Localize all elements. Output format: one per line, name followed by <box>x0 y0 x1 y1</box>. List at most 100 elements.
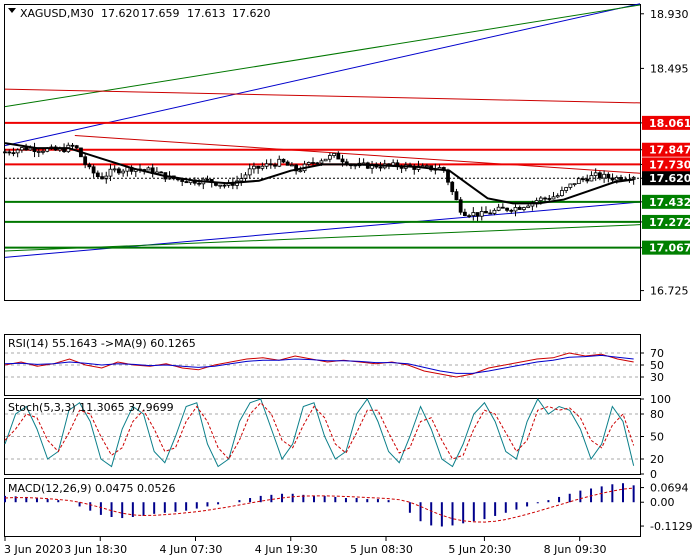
stoch-layer: 100 80 50 20 0 <box>4 393 671 481</box>
macd-panel-frame <box>4 478 641 537</box>
candle-body <box>19 147 24 151</box>
candle-body <box>327 155 332 160</box>
candle-body <box>273 164 277 167</box>
candle-body <box>505 207 509 211</box>
chart-menu-arrow-icon[interactable] <box>8 8 16 13</box>
candle-body <box>74 145 79 149</box>
symbol-title: XAGUSD,M30 <box>20 7 94 20</box>
macd-axis-label: 0.00 <box>650 496 675 509</box>
candle-body <box>458 199 463 213</box>
rsi-ma-line <box>4 354 634 374</box>
candle-body <box>564 187 569 191</box>
candle-body <box>585 178 590 182</box>
candle-body <box>323 158 328 162</box>
price-axis-label: 18.930 <box>650 8 689 21</box>
osc-axis-label: 100 <box>650 393 671 406</box>
support-label: 17.067 <box>649 242 691 255</box>
candle-body <box>572 183 577 186</box>
candle-body <box>159 171 164 174</box>
ohlc-open: 17.620 <box>101 7 140 20</box>
candle-body <box>576 178 581 185</box>
candle-body <box>239 178 244 182</box>
candle-body <box>108 168 113 177</box>
resistance-label: 17.847 <box>649 144 691 157</box>
osc-axis-label: 20 <box>650 453 664 466</box>
candle-body <box>91 166 96 174</box>
time-axis: 3 Jun 2020 3 Jun 18:30 4 Jun 07:30 4 Jun 19… <box>4 537 607 556</box>
candle-body <box>104 175 109 180</box>
trend-line <box>4 88 641 104</box>
support-label: 17.432 <box>649 196 691 209</box>
macd-title: MACD(12,26,9) 0.0475 0.0526 <box>8 482 176 495</box>
osc-axis-label: 50 <box>650 359 664 372</box>
candle-body <box>543 197 547 200</box>
current-price-tag <box>642 171 690 186</box>
candle-body <box>285 161 290 166</box>
trend-line <box>4 224 641 252</box>
candle-body <box>268 163 273 166</box>
stoch-title: Stoch(5,3,3) 11.3065 37.9699 <box>8 401 174 414</box>
candle-body <box>479 210 484 217</box>
candle-body <box>11 152 16 155</box>
candle-body <box>517 207 522 210</box>
candle-body <box>281 158 286 163</box>
osc-axis-label: 0 <box>650 468 657 481</box>
resistance-label: 18.061 <box>649 117 691 130</box>
time-axis-label: 3 Jun 2020 <box>4 543 63 556</box>
candle-body <box>197 182 201 185</box>
support-tag <box>642 214 690 229</box>
candle-body <box>332 153 336 156</box>
time-axis-label: 4 Jun 19:30 <box>255 543 318 556</box>
candle-body <box>597 172 602 179</box>
price-axis-label: 16.725 <box>650 285 689 298</box>
trend-line <box>74 135 641 174</box>
candle-body <box>95 172 100 178</box>
support-tag <box>642 194 690 209</box>
candle-body <box>581 178 585 181</box>
price-axis-label: 18.495 <box>650 62 689 75</box>
candle-body <box>336 153 341 160</box>
candle-body <box>568 183 573 188</box>
candle-body <box>117 168 121 174</box>
candle-body <box>606 173 611 179</box>
candle-body <box>28 147 33 151</box>
candle-body <box>121 170 126 174</box>
time-axis-label: 5 Jun 20:30 <box>448 543 511 556</box>
candle-body <box>547 198 552 200</box>
candle-body <box>492 209 497 214</box>
moving-average-line <box>4 142 634 205</box>
candle-body <box>256 165 261 169</box>
candle-body <box>450 181 455 193</box>
candle-body <box>70 144 75 147</box>
candle-body <box>538 197 543 201</box>
candle-body <box>513 207 518 212</box>
candle-body <box>315 162 320 165</box>
macd-axis-label: 0.0694 <box>650 482 689 495</box>
candle-body <box>484 210 488 214</box>
resistance-label: 17.730 <box>649 158 692 171</box>
candle-body <box>378 166 383 169</box>
candle-body <box>319 160 324 164</box>
candle-body <box>509 209 514 212</box>
candle-body <box>446 169 450 183</box>
osc-axis-label: 80 <box>650 408 664 421</box>
time-axis-label: 4 Jun 07:30 <box>160 543 223 556</box>
current-price-label: 17.620 <box>649 172 692 185</box>
osc-axis-label: 70 <box>650 347 664 360</box>
candle-body <box>361 162 366 165</box>
candle-body <box>306 162 311 165</box>
candle-body <box>277 158 282 167</box>
candle-body <box>87 164 92 168</box>
candle-body <box>7 151 12 154</box>
candle-body <box>100 176 104 180</box>
candle-body <box>294 164 299 172</box>
candle-body <box>522 207 526 210</box>
time-axis-label: 8 Jun 09:30 <box>544 543 607 556</box>
candle-body <box>311 162 315 164</box>
candle-body <box>112 168 117 171</box>
ohlc-low: 17.613 <box>187 7 226 20</box>
candle-body <box>252 165 256 170</box>
resistance-tag <box>642 115 690 130</box>
